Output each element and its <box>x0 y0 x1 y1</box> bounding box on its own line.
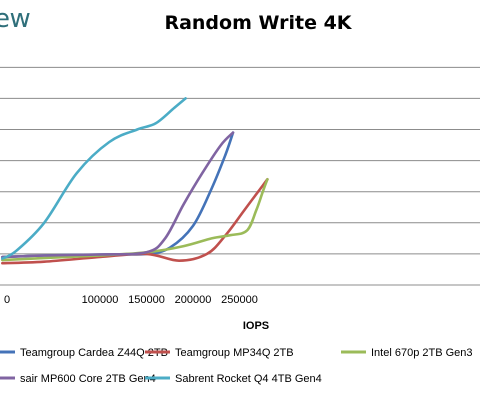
x-tick-label: 100000 <box>82 294 119 306</box>
series-line <box>0 131 235 259</box>
legend-item: Sabrent Rocket Q4 4TB Gen4 <box>145 373 322 385</box>
series-line <box>0 178 269 262</box>
legend-item: Teamgroup Cardea Z44Q 2TB <box>0 347 168 359</box>
series-line <box>0 97 187 260</box>
legend-label: sair MP600 Core 2TB Gen4 <box>20 373 156 385</box>
x-tick-label: 0 <box>4 294 10 306</box>
legend-label: Teamgroup Cardea Z44Q 2TB <box>20 347 168 359</box>
chart-title: Random Write 4K <box>164 12 352 34</box>
legend-label: Intel 670p 2TB Gen3 <box>371 347 473 359</box>
x-tick-label: 200000 <box>175 294 212 306</box>
legend: Teamgroup Cardea Z44Q 2TB Teamgroup MP34Q… <box>0 347 473 385</box>
series-line <box>0 131 235 259</box>
brand-logo-text: ew <box>0 4 31 34</box>
x-tick-labels: 0 100000 150000 200000 250000 <box>4 294 258 306</box>
series-lines <box>0 97 269 265</box>
legend-label: Sabrent Rocket Q4 4TB Gen4 <box>175 373 322 385</box>
series-line <box>0 178 269 265</box>
legend-item: Intel 670p 2TB Gen3 <box>341 347 473 359</box>
x-tick-label: 250000 <box>221 294 258 306</box>
legend-item: sair MP600 Core 2TB Gen4 <box>0 373 156 385</box>
gridlines <box>0 66 480 255</box>
x-axis-title: IOPS <box>243 320 269 332</box>
x-tick-label: 150000 <box>128 294 165 306</box>
legend-label: Teamgroup MP34Q 2TB <box>175 347 294 359</box>
legend-item: Teamgroup MP34Q 2TB <box>145 347 294 359</box>
